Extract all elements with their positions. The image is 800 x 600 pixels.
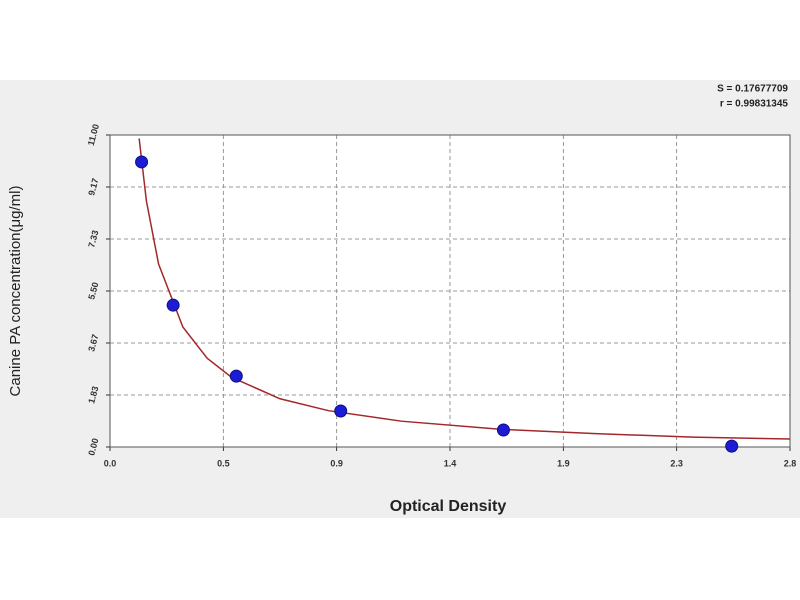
x-axis-label: Optical Density [390, 498, 507, 515]
x-tick-label: 0.5 [217, 458, 230, 468]
data-point [166, 298, 180, 312]
y-tick-label: 5.50 [86, 281, 100, 301]
x-tick-label: 0.9 [330, 458, 343, 468]
y-tick-label: 3.67 [86, 333, 100, 353]
x-tick-label: 1.4 [444, 458, 457, 468]
y-tick-label: 9.17 [86, 177, 100, 197]
y-tick-label: 7.33 [86, 229, 100, 249]
x-tick-label: 2.8 [784, 458, 797, 468]
y-axis-label: Canine PA concentration(μg/ml) [7, 186, 24, 397]
axes-frame [109, 134, 791, 448]
y-tick-label: 1.83 [86, 385, 100, 405]
data-point [496, 423, 510, 437]
y-tick-label: 0.00 [86, 437, 100, 457]
data-point [229, 369, 243, 383]
fit-curve [138, 138, 790, 440]
x-tick-label: 0.0 [104, 458, 117, 468]
x-tick-label: 2.3 [670, 458, 683, 468]
data-point [725, 439, 739, 453]
x-tick-label: 1.9 [557, 458, 570, 468]
data-point [135, 155, 149, 169]
annotation: r = 0.99831345 [720, 99, 789, 110]
annotation: S = 0.17677709 [717, 84, 788, 95]
data-point [334, 404, 348, 418]
